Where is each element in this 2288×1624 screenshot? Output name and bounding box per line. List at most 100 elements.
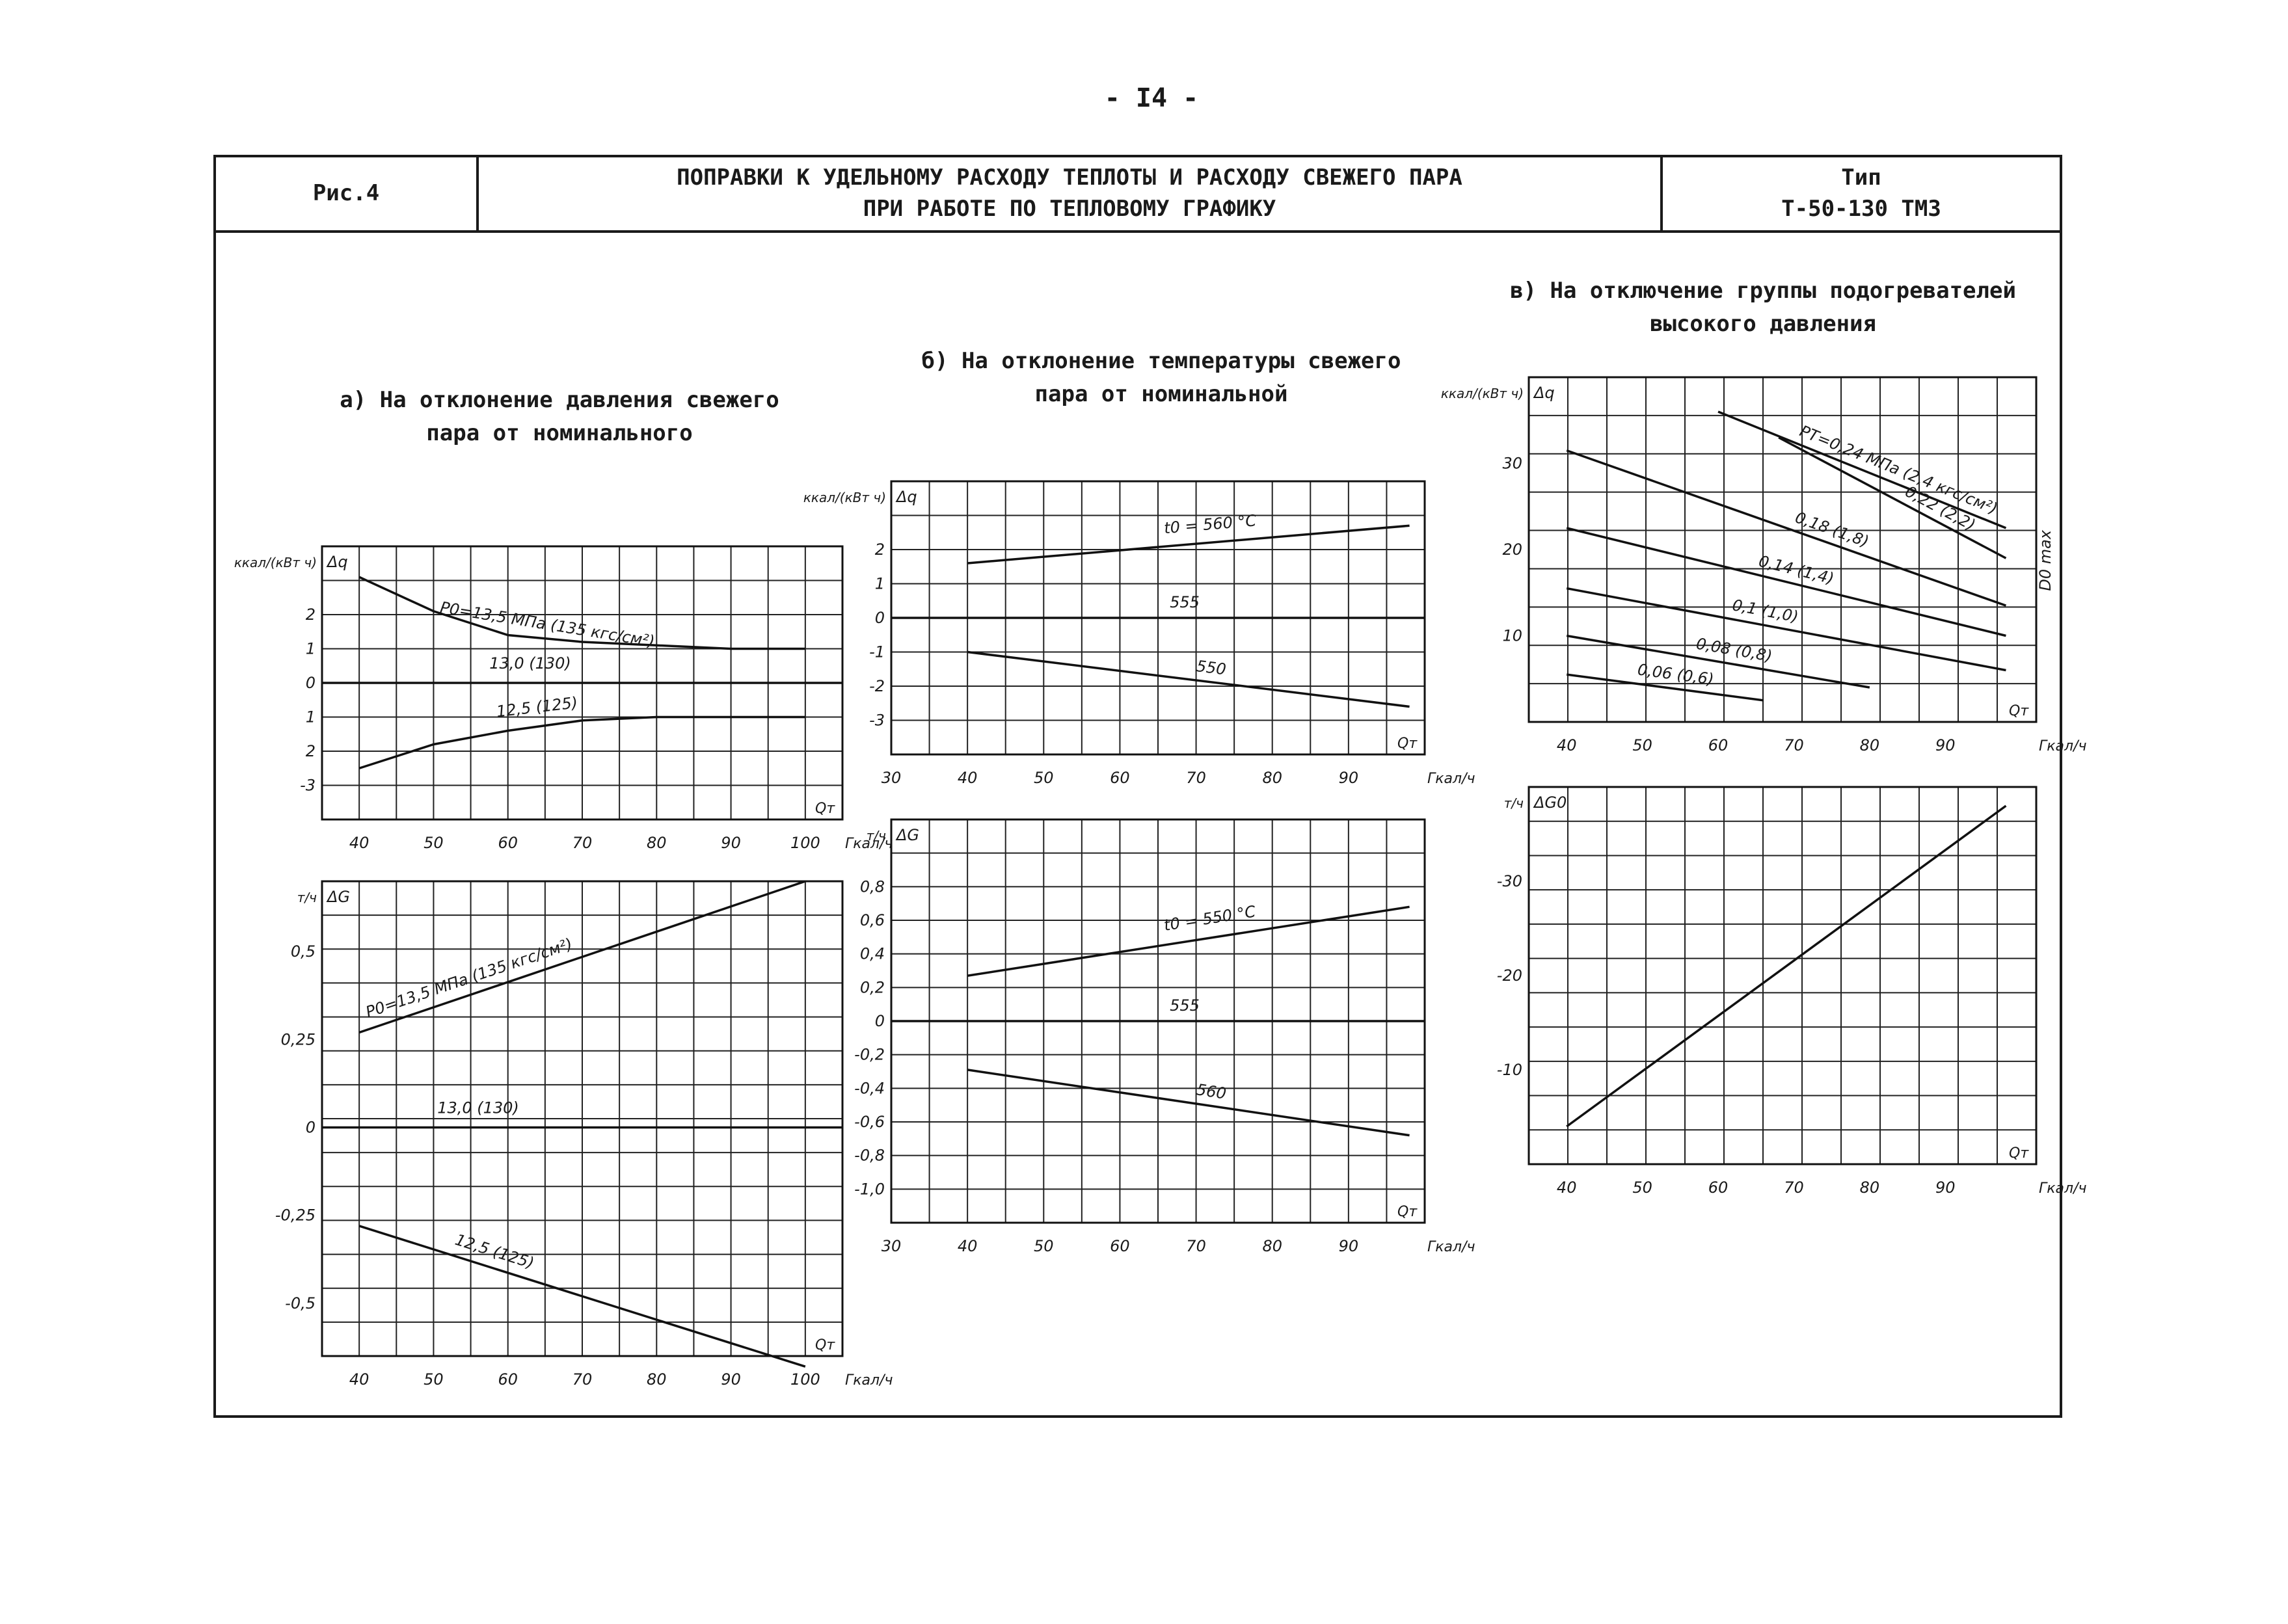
series-label: 12,5 (125) bbox=[453, 1231, 536, 1272]
y-tick-label: 30 bbox=[1502, 455, 1522, 473]
figure-title-line-1: ПОПРАВКИ К УДЕЛЬНОМУ РАСХОДУ ТЕПЛОТЫ И Р… bbox=[677, 165, 1462, 191]
series-line-t0-560-c bbox=[967, 524, 1410, 565]
chart-c-bottom: ΔG0 т/ч Qт Гкал/ч 40 50 60 70 80 90 -30 -20 -10 bbox=[1497, 786, 2087, 1197]
x-tick-label: 90 bbox=[1935, 1178, 1956, 1197]
panel-a-title-line-1: а) На отклонение давления свежего bbox=[340, 387, 779, 413]
x-tick-label: 30 bbox=[882, 1237, 902, 1255]
x-axis-unit: Гкал/ч bbox=[2039, 1180, 2087, 1197]
x-tick-label: 100 bbox=[790, 834, 820, 852]
panel-c-title-line-2: высокого давления bbox=[1650, 311, 1876, 337]
panel-a-title: а) На отклонение давления свежего пара о… bbox=[299, 384, 820, 450]
series-label: P0=13,5 МПа (135 кгс/см²) bbox=[364, 935, 575, 1022]
x-tick-label: 100 bbox=[790, 1370, 820, 1389]
y-tick-label: -0,8 bbox=[854, 1147, 885, 1165]
y-tick-label: 0 bbox=[306, 674, 316, 692]
series-line-0-06-0-6 bbox=[1566, 673, 1764, 702]
y-tick-label: 0,4 bbox=[860, 945, 885, 963]
x-tick-label: 40 bbox=[958, 1237, 978, 1255]
x-tick-label: 40 bbox=[1557, 1178, 1577, 1197]
series-label: 0,14 (1,4) bbox=[1757, 552, 1836, 588]
series-label: t0 = 550 °C bbox=[1163, 902, 1257, 935]
y-tick-label: -20 bbox=[1497, 966, 1522, 985]
series-line-550 bbox=[967, 650, 1410, 708]
x-axis-symbol: Qт bbox=[815, 801, 835, 817]
y-tick-label: 0,25 bbox=[281, 1030, 316, 1048]
y-axis-symbol: Δq bbox=[1533, 384, 1555, 402]
series-label: 550 bbox=[1195, 657, 1227, 678]
y-axis-unit: ккал/(кВт ч) bbox=[803, 490, 886, 505]
x-tick-label: 50 bbox=[1632, 1178, 1652, 1197]
y-tick-label: -0,25 bbox=[275, 1206, 316, 1225]
x-tick-label: 70 bbox=[1186, 1237, 1206, 1255]
y-tick-label: -3 bbox=[869, 712, 885, 730]
x-tick-label: 70 bbox=[1186, 769, 1206, 787]
y-tick-label: 10 bbox=[1502, 627, 1522, 645]
x-axis-symbol: Qт bbox=[1397, 1204, 1418, 1220]
x-tick-label: 80 bbox=[1262, 1237, 1282, 1255]
y-tick-label: 0 bbox=[875, 1012, 885, 1030]
y-tick-label: -10 bbox=[1497, 1061, 1522, 1079]
x-tick-label: 60 bbox=[498, 834, 518, 852]
x-tick-label: 90 bbox=[721, 1370, 741, 1389]
panel-a-title-line-2: пара от номинального bbox=[426, 420, 693, 446]
series-line-0-1-1-0 bbox=[1566, 587, 2006, 672]
x-tick-label: 70 bbox=[572, 834, 593, 852]
y-tick-label: 20 bbox=[1502, 540, 1522, 559]
y-axis-symbol: ΔG0 bbox=[1533, 793, 1567, 812]
plot-border bbox=[321, 880, 844, 1357]
y-tick-label: -1,0 bbox=[854, 1180, 885, 1198]
x-tick-label: 40 bbox=[349, 1370, 370, 1389]
x-tick-label: 60 bbox=[1708, 736, 1729, 754]
y-tick-label: 1 bbox=[306, 640, 316, 658]
series-label: 13,0 (130) bbox=[489, 654, 571, 672]
x-tick-label: 70 bbox=[1784, 1178, 1804, 1197]
page-number: - I4 - bbox=[1104, 83, 1199, 113]
x-axis-symbol: Qт bbox=[2009, 1145, 2029, 1162]
y-tick-label: 0,8 bbox=[860, 877, 885, 896]
y-axis-unit: т/ч bbox=[297, 890, 317, 905]
panel-b-title-line-1: б) На отклонение температуры свежего bbox=[921, 348, 1401, 374]
series-line-pt-0-24-мпа-2-4-кгс-см bbox=[1717, 410, 2007, 529]
y-tick-label: -2 bbox=[869, 677, 885, 695]
x-tick-label: 90 bbox=[1935, 736, 1956, 754]
series-label: 13,0 (130) bbox=[437, 1099, 519, 1117]
figure-frame: Рис.4 ПОПРАВКИ К УДЕЛЬНОМУ РАСХОДУ ТЕПЛО… bbox=[213, 155, 2062, 1418]
y-tick-label: 0,5 bbox=[291, 942, 316, 961]
x-tick-label: 80 bbox=[1860, 736, 1880, 754]
x-tick-label: 50 bbox=[424, 834, 444, 852]
x-axis-unit: Гкал/ч bbox=[1427, 1239, 1475, 1255]
y-tick-label: -0,4 bbox=[854, 1079, 885, 1097]
series-line-line bbox=[1566, 805, 2007, 1128]
x-tick-label: 30 bbox=[882, 769, 902, 787]
figure-title: ПОПРАВКИ К УДЕЛЬНОМУ РАСХОДУ ТЕПЛОТЫ И Р… bbox=[479, 157, 1663, 230]
x-tick-label: 60 bbox=[1110, 769, 1130, 787]
chart-b-bottom: ΔG т/ч Qт Гкал/ч 30 40 50 60 70 80 90 0,8 0,6 0,4 0,2 0… bbox=[854, 818, 1475, 1255]
panel-c-title-line-1: в) На отключение группы подогревателей bbox=[1510, 278, 2016, 304]
x-tick-label: 40 bbox=[1557, 736, 1577, 754]
panel-c-title: в) На отключение группы подогревателей в… bbox=[1477, 274, 2049, 341]
x-axis-unit: Гкал/ч bbox=[845, 836, 893, 852]
x-tick-label: 70 bbox=[1784, 736, 1804, 754]
x-axis-unit: Гкал/ч bbox=[1427, 771, 1475, 787]
y-tick-label: 0 bbox=[875, 609, 885, 627]
figure-title-line-2: ПРИ РАБОТЕ ПО ТЕПЛОВОМУ ГРАФИКУ bbox=[863, 196, 1276, 222]
type-value: Т-50-130 ТМЗ bbox=[1781, 196, 1941, 222]
series-line-0-18-1-8 bbox=[1566, 449, 2007, 607]
x-tick-label: 50 bbox=[1034, 769, 1054, 787]
x-tick-label: 80 bbox=[1262, 769, 1282, 787]
series-line-0-14-1-4 bbox=[1566, 527, 2006, 637]
x-axis-symbol: Qт bbox=[2009, 703, 2029, 719]
series-line-p0-13-5-мпа-135-кгс-см bbox=[358, 880, 806, 1034]
y-axis-symbol: Δq bbox=[895, 488, 917, 506]
y-tick-label: 1 bbox=[875, 575, 885, 593]
y-tick-label: 0,2 bbox=[860, 978, 885, 996]
plot-border bbox=[1528, 376, 2038, 723]
chart-a-bottom: ΔG т/ч Qт Гкал/ч 40 50 60 70 80 90 100 0,5 0,25 0 -0,2… bbox=[275, 880, 893, 1389]
x-axis-symbol: Qт bbox=[1397, 736, 1418, 752]
y-tick-label: -3 bbox=[300, 777, 316, 795]
x-tick-label: 50 bbox=[1034, 1237, 1054, 1255]
series-line-12-5-125 bbox=[358, 715, 805, 769]
type-label: Тип bbox=[1841, 165, 1881, 191]
series-label: 555 bbox=[1170, 593, 1200, 611]
